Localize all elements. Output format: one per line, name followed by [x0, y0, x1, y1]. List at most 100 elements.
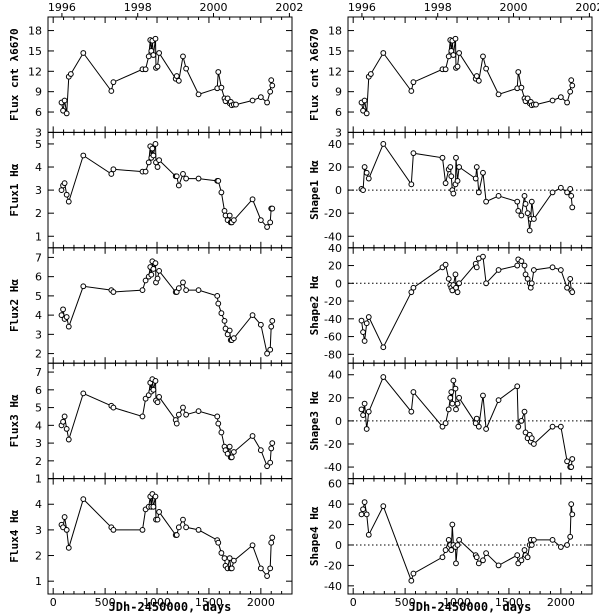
panel-0-0-data-point: [110, 79, 117, 86]
panel-1-4-xtick-label: 1000: [443, 596, 471, 609]
panel-1-3-series-line: [361, 376, 573, 468]
panel-0-0-data-point: [218, 84, 225, 91]
panel-0-1-data-point: [221, 207, 228, 214]
panel-1-4-data-point: [380, 503, 387, 510]
panel-0-1-data-point: [63, 191, 70, 198]
panel-1-4-frame: [347, 478, 593, 595]
panel-0-3-ytick-label: 1: [35, 473, 42, 486]
panel-0-4-xtick-label: 1000: [143, 596, 171, 609]
panel-0-1-data-point: [154, 164, 161, 170]
panel-1-2-data-point: [569, 289, 576, 296]
panel-1-0-ylabel: Flux cnt λ6670: [308, 28, 321, 121]
panel-1-0-data-point: [473, 73, 480, 79]
panel-0-4-data-point: [249, 542, 256, 549]
panel-0-4-data-point: [230, 557, 237, 564]
panel-1-3-data-point: [557, 423, 564, 430]
panel-1-2-series-line: [361, 255, 573, 349]
panel-1-1-data-point: [521, 192, 528, 199]
panel-1-4-data-point: [475, 560, 482, 567]
panel-1-3-data-point: [564, 458, 570, 465]
panel-0-1-data-point: [150, 152, 157, 159]
panel-0-1-data-point: [175, 182, 182, 189]
panel-1-0-ytick-label: 15: [328, 45, 342, 58]
panel-0-3-data-point: [195, 408, 202, 415]
panel-1-0-data-point: [569, 82, 576, 89]
panel-1-0-data-point: [515, 69, 522, 75]
panel-0-2-data-point: [218, 310, 225, 317]
panel-0-1-data-point: [58, 187, 65, 194]
panel-0-2-series-line: [61, 261, 273, 355]
panel-0-1-data-point: [152, 141, 159, 147]
panel-0-3-data-point: [60, 418, 66, 425]
panel-1-2-data-point: [480, 253, 486, 260]
panel-0-1-data-point: [183, 175, 189, 182]
panel-1-4-data-point: [567, 533, 574, 540]
panel-1-3-data-point: [449, 400, 456, 407]
panel-0-2-data-point: [268, 323, 275, 330]
panel-1-0-year-label: 1998: [424, 1, 452, 14]
panel-1-4-data-point: [360, 506, 366, 513]
panel-1-0-data-point: [475, 77, 482, 84]
panel-1-1-data-point: [408, 181, 415, 188]
panel-0-0-frame: [47, 16, 293, 133]
panel-0-3-data-point: [249, 433, 256, 439]
panel-1-4-data-point: [445, 536, 452, 543]
panel-1-1-data-point: [361, 164, 368, 170]
panel-0-4-data-point: [218, 550, 225, 556]
panel-0-2-data-point: [142, 277, 149, 284]
panel-0-3-data-point: [267, 459, 274, 466]
panel-0-3-data-point: [65, 436, 72, 443]
panel-1-4-xtick-label: 2000: [547, 596, 575, 609]
panel-1-4-data-point: [361, 499, 368, 505]
panel-1-3-ytick-label: 0: [335, 415, 342, 428]
panel-1-2-ytick-label: 0: [335, 277, 342, 290]
panel-1-3-data-point: [456, 394, 462, 401]
panel-1-4-ytick-label: 0: [335, 539, 342, 552]
panel-1-4-data-point: [453, 560, 459, 567]
panel-1-3-data-point: [452, 385, 459, 392]
panel-0-2-data-point: [65, 323, 72, 330]
panel-1-0-data-point: [549, 97, 556, 104]
panel-1-2-data-point: [410, 284, 417, 291]
panel-0-4-data-point: [228, 565, 235, 572]
panel-1-4-ytick-label: -40: [324, 580, 342, 593]
panel-0-2-ytick-label: 2: [35, 348, 42, 361]
panel-0-2-ytick-label: 4: [35, 309, 42, 322]
panel-1-2-data-point: [408, 289, 415, 296]
panel-1-1-data-point: [475, 189, 482, 196]
panel-1-2-ytick-label: 20: [328, 260, 342, 273]
panel-0-4-frame: [47, 478, 293, 595]
panel-0-4-ylabel: Flux4 Hα: [8, 509, 21, 562]
panel-0-3-ylabel: Flux3 Hα: [8, 394, 21, 447]
panel-1-0-data-point: [445, 53, 452, 60]
panel-0-3-data-point: [218, 429, 225, 436]
panel-1-3-data-point: [473, 415, 480, 422]
panel-0-2-ylabel: Flux2 Hα: [8, 279, 21, 332]
panel-0-4-data-point: [175, 524, 182, 531]
panel-0-3-ytick-label: 4: [35, 419, 42, 432]
panel-1-4-data-point: [514, 552, 521, 559]
panel-0-0-data-point: [108, 88, 115, 94]
panel-0-4-data-point: [139, 526, 146, 533]
panel-0-3-series-line: [61, 379, 273, 468]
panel-1-1-data-point: [410, 150, 417, 157]
panel-0-4-xtick-label: 0: [50, 596, 57, 609]
panel-0-0-data-point: [156, 50, 162, 56]
panel-0-4-xtick-label: 500: [95, 596, 116, 609]
panel-0-1-data-point: [173, 173, 180, 180]
panel-1-0-data-point: [450, 52, 457, 58]
panel-0-3-data-point: [154, 399, 161, 406]
panel-1-0-data-point: [454, 63, 461, 70]
panel-1-0-ytick-label: 18: [328, 25, 342, 38]
panel-0-4-data-point: [215, 539, 222, 546]
panel-1-1-data-point: [557, 184, 564, 191]
panel-1-1-ytick-label: 20: [328, 161, 342, 174]
panel-0-0-data-point: [264, 99, 270, 106]
panel-0-2-data-point: [152, 260, 159, 267]
panel-1-3-data-point: [363, 426, 370, 432]
panel-0-3-data-point: [152, 378, 159, 384]
panel-1-1-data-point: [473, 164, 480, 170]
panel-0-4-data-point: [156, 509, 162, 515]
panel-0-4-data-point: [150, 503, 157, 510]
panel-0-4-data-point: [63, 526, 70, 533]
